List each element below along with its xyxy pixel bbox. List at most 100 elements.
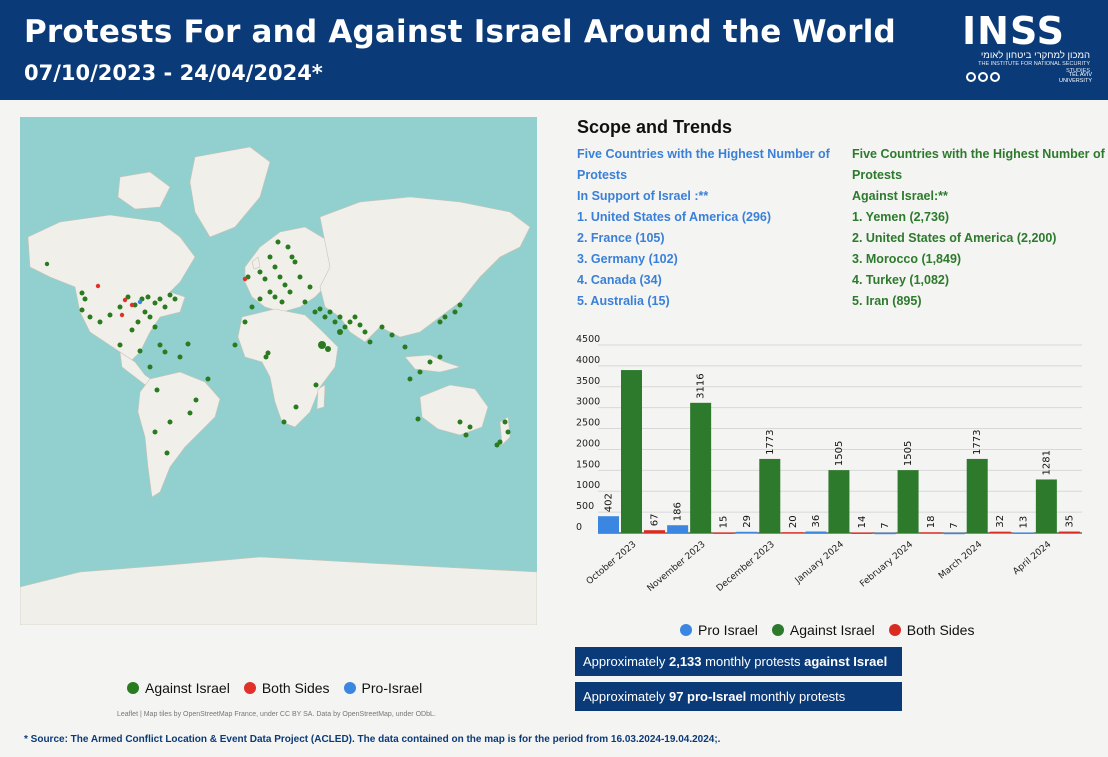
data-label: 67 bbox=[650, 513, 661, 526]
list-item: 2. United States of America (2,200) bbox=[852, 231, 1057, 245]
data-label: 36 bbox=[811, 515, 822, 528]
bar-pro-israel bbox=[667, 525, 689, 533]
logo-word: INSS bbox=[962, 9, 1065, 53]
chart-legend-pro[interactable]: Pro Israel bbox=[680, 622, 758, 638]
y-tick-label: 1000 bbox=[576, 480, 600, 491]
against-dot-icon bbox=[127, 682, 139, 694]
y-tick-label: 2500 bbox=[576, 418, 600, 429]
y-tick-label: 2000 bbox=[576, 438, 600, 449]
stat-against-monthly: Approximately 2,133 monthly protests aga… bbox=[575, 647, 902, 676]
bar-pro-israel bbox=[805, 531, 827, 533]
date-range: 07/10/2023 - 24/04/2024* bbox=[24, 61, 323, 85]
y-tick-label: 0 bbox=[576, 522, 582, 533]
data-label: 18 bbox=[926, 516, 937, 529]
stat-text: monthly protests bbox=[701, 654, 805, 669]
list-item: 1. United States of America (296) bbox=[577, 210, 772, 224]
bar-both-sides bbox=[1058, 531, 1080, 534]
both-dot-icon bbox=[243, 682, 256, 694]
pro-subheading: In Support of Israel :** bbox=[577, 189, 709, 203]
bar-against-israel bbox=[621, 370, 642, 533]
map-legend-label: Both Sides bbox=[261, 680, 330, 696]
data-label: 1773 bbox=[972, 429, 983, 454]
scope-title: Scope and Trends bbox=[577, 117, 733, 137]
list-item: 4. Turkey (1,082) bbox=[852, 273, 950, 287]
y-tick-label: 4000 bbox=[576, 355, 600, 366]
stat-emphasis: against Israel bbox=[804, 654, 888, 669]
bar-against-israel bbox=[1035, 479, 1057, 533]
x-tick-label: April 2024 bbox=[1011, 539, 1053, 577]
bar-both-sides bbox=[782, 532, 804, 534]
data-label: 1505 bbox=[903, 441, 914, 466]
map-legend-against[interactable]: Against Israel bbox=[127, 680, 230, 696]
chart-legend-against[interactable]: Against Israel bbox=[771, 622, 875, 638]
stat-text: monthly protests bbox=[746, 689, 846, 704]
against-israel-top-countries: Five Countries with the Highest Number o… bbox=[852, 144, 1107, 312]
data-label: 186 bbox=[673, 502, 684, 521]
x-tick-label: November 2023 bbox=[646, 540, 708, 594]
against-subheading: Against Israel:** bbox=[852, 189, 948, 203]
stat-pro-monthly: Approximately 97 pro-Israel monthly prot… bbox=[575, 682, 902, 711]
x-tick-label: October 2023 bbox=[585, 540, 639, 587]
x-tick-label: March 2024 bbox=[937, 539, 984, 581]
bar-pro-israel bbox=[1012, 532, 1034, 534]
bar-pro-israel bbox=[598, 516, 619, 533]
data-label: 13 bbox=[1018, 516, 1029, 529]
map-legend-label: Pro-Israel bbox=[361, 680, 423, 696]
inss-logo: INSS המכון למחקרי ביטחון לאומי THE INSTI… bbox=[962, 12, 1094, 92]
chart-legend-label: Pro Israel bbox=[698, 622, 758, 638]
stat-number: 2,133 bbox=[668, 654, 702, 669]
page-title: Protests For and Against Israel Around t… bbox=[24, 14, 896, 50]
y-tick-label: 4500 bbox=[576, 334, 600, 345]
map-attribution[interactable]: Leaflet | Map tiles by OpenStreetMap Fra… bbox=[117, 711, 436, 718]
data-label: 15 bbox=[719, 516, 730, 529]
bar-both-sides bbox=[644, 530, 665, 533]
data-label: 1281 bbox=[1041, 450, 1052, 475]
source-footnote: * Source: The Armed Conflict Location & … bbox=[24, 734, 721, 745]
bar-against-israel bbox=[966, 458, 988, 533]
map-legend-label: Against Israel bbox=[145, 680, 230, 696]
chart-legend-both[interactable]: Both Sides bbox=[888, 622, 975, 638]
list-item: 3. Morocco (1,849) bbox=[852, 252, 962, 266]
x-tick-label: December 2023 bbox=[715, 540, 777, 594]
bar-pro-israel bbox=[736, 531, 758, 534]
bar-pro-israel bbox=[943, 532, 965, 535]
map-legend-both[interactable]: Both Sides bbox=[243, 680, 330, 696]
monthly-protests-chart: 0 500 1000 1500 2000 2500 3000 3500 4000 4500 402 6… bbox=[566, 325, 1096, 620]
bar-against-israel bbox=[759, 458, 781, 533]
chart-legend: Pro Israel Against Israel Both Sides bbox=[680, 622, 974, 638]
data-label: 20 bbox=[788, 515, 799, 528]
data-label: 402 bbox=[604, 493, 615, 512]
map-legend: Against Israel Both Sides Pro-Israel bbox=[127, 680, 422, 696]
list-item: 4. Canada (34) bbox=[577, 273, 662, 287]
world-map[interactable] bbox=[20, 117, 537, 625]
against-heading: Five Countries with the Highest Number o… bbox=[852, 147, 1105, 182]
chart-legend-label: Against Israel bbox=[789, 622, 875, 638]
logo-hebrew: המכון למחקרי ביטחון לאומי bbox=[980, 50, 1090, 61]
data-label: 29 bbox=[742, 515, 753, 528]
against-dot-icon bbox=[771, 624, 784, 636]
map-legend-pro[interactable]: Pro-Israel bbox=[343, 680, 423, 696]
y-tick-label: 1500 bbox=[576, 459, 600, 470]
both-dot-icon bbox=[888, 624, 901, 636]
data-label: 1773 bbox=[765, 429, 776, 454]
data-label: 35 bbox=[1064, 515, 1075, 528]
chart-legend-label: Both Sides bbox=[906, 622, 975, 638]
bar-chart-svg: 0 500 1000 1500 2000 2500 3000 3500 4000 4500 402 6… bbox=[576, 334, 1082, 594]
bar-both-sides bbox=[713, 532, 735, 534]
bar-both-sides bbox=[920, 532, 942, 534]
stat-text: Approximately bbox=[583, 689, 669, 704]
y-tick-label: 3000 bbox=[576, 397, 600, 408]
list-item: 3. Germany (102) bbox=[577, 252, 678, 266]
list-item: 2. France (105) bbox=[577, 231, 665, 245]
world-map-graphic bbox=[20, 146, 537, 625]
data-label: 14 bbox=[857, 516, 868, 529]
stat-emphasis: 97 pro-Israel bbox=[668, 689, 747, 704]
logo-university: TEL AVIV UNIVERSITY bbox=[1058, 72, 1092, 84]
data-label: 1505 bbox=[834, 441, 845, 466]
bar-both-sides bbox=[989, 531, 1011, 534]
y-tick-label: 3500 bbox=[576, 376, 600, 387]
pro-dot-icon bbox=[343, 682, 356, 694]
data-label: 32 bbox=[995, 515, 1006, 528]
header-banner: Protests For and Against Israel Around t… bbox=[0, 0, 1108, 100]
pro-israel-top-countries: Five Countries with the Highest Number o… bbox=[577, 144, 847, 312]
